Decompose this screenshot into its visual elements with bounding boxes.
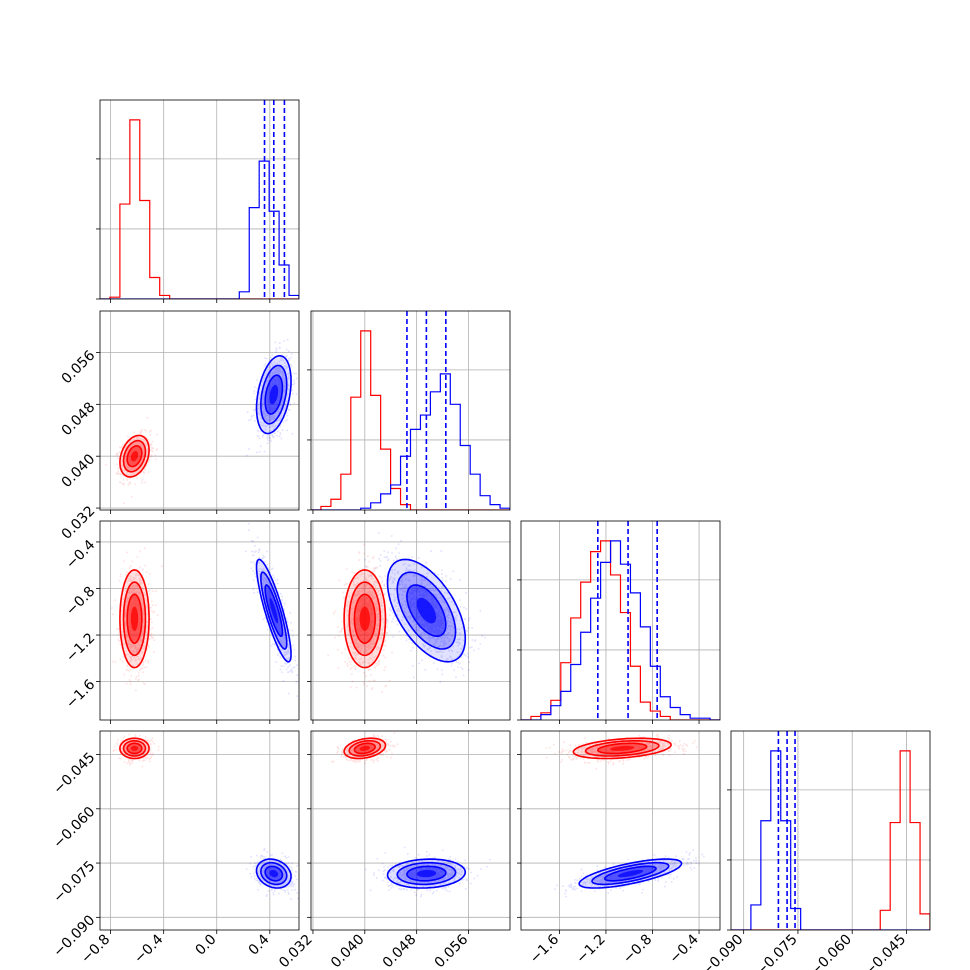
grid-lines <box>100 521 299 720</box>
grid-lines <box>521 521 720 720</box>
panel-content <box>111 522 298 697</box>
contour-blue <box>264 865 284 882</box>
contour-blue <box>406 865 447 882</box>
contour-red <box>119 434 150 478</box>
histogram-red <box>100 119 299 299</box>
contour-red <box>584 740 660 757</box>
density-fill-red <box>130 745 139 751</box>
panel-0-0 <box>96 99 300 303</box>
grid-lines <box>311 731 510 930</box>
contour-red <box>343 737 387 760</box>
contour-red <box>126 593 143 645</box>
contour-red <box>596 742 648 755</box>
contour-blue <box>260 861 288 886</box>
density-fill-blue <box>269 384 279 405</box>
contour-red <box>353 593 377 645</box>
histogram-blue <box>311 373 510 510</box>
panel-1-1 <box>307 310 511 514</box>
contour-blue <box>386 858 467 889</box>
contour-blue <box>264 584 284 637</box>
panel-content <box>545 733 705 898</box>
panel-frame <box>520 520 721 721</box>
contour-red <box>122 740 147 757</box>
density-fill-red <box>130 451 139 462</box>
grid-lines <box>521 731 720 930</box>
panel-frame <box>99 520 300 721</box>
contour-red <box>119 569 150 669</box>
histogram-red <box>311 330 510 510</box>
panel-content <box>327 532 486 693</box>
histogram-blue <box>100 160 299 299</box>
contour-red <box>126 742 143 755</box>
contour-red <box>343 569 387 669</box>
contour-red <box>353 742 377 755</box>
panel-frame <box>99 310 300 511</box>
contour-blue <box>386 558 467 663</box>
contour-red <box>572 737 672 760</box>
panel-content <box>521 521 720 720</box>
contour-red <box>348 740 382 757</box>
contour-blue <box>255 558 292 663</box>
contour-blue <box>396 571 457 650</box>
panel-frame <box>730 730 931 931</box>
density-fill-blue <box>617 869 644 878</box>
contour-blue <box>255 858 292 889</box>
panel-frame <box>99 99 300 300</box>
scatter-points-red <box>545 733 698 770</box>
grid-lines <box>100 311 299 510</box>
contour-blue <box>255 355 292 435</box>
panel-frame <box>310 310 511 511</box>
panel-content <box>105 339 299 505</box>
contour-red <box>122 581 147 657</box>
density-fill-blue <box>269 869 279 878</box>
contour-blue <box>578 858 683 889</box>
density-fill-red <box>610 745 635 751</box>
panel-frame <box>310 730 511 931</box>
density-fill-blue <box>269 597 279 624</box>
panel-content <box>331 732 491 898</box>
contour-blue <box>603 865 657 882</box>
panel-frame <box>99 730 300 931</box>
density-fill-red <box>359 606 370 631</box>
panel-2-2 <box>517 520 721 724</box>
contour-red <box>348 581 382 657</box>
grid-lines <box>731 731 930 930</box>
histogram-blue <box>521 540 720 720</box>
contour-red <box>119 737 150 760</box>
histogram-red <box>731 750 930 930</box>
scatter-points-blue <box>364 532 486 683</box>
contour-red <box>122 439 147 473</box>
contour-blue <box>406 584 447 638</box>
scatter-red <box>545 733 698 770</box>
density-fill-blue <box>416 597 437 624</box>
contour-blue <box>260 364 288 425</box>
contour-blue <box>396 861 457 886</box>
panel-frame <box>520 730 721 931</box>
histogram-blue <box>731 750 930 930</box>
contour-blue <box>264 374 284 415</box>
panel-content <box>112 733 299 900</box>
panel-2-1 <box>307 520 511 724</box>
scatter-blue <box>364 532 486 683</box>
grid-lines <box>100 100 299 299</box>
density-fill-red <box>130 606 139 631</box>
contour-blue <box>260 571 288 650</box>
panel-content <box>100 100 299 299</box>
density-fill-blue <box>416 869 437 878</box>
panel-content <box>731 731 930 930</box>
panel-frame <box>310 520 511 721</box>
contour-blue <box>591 861 670 886</box>
contour-red <box>126 444 143 468</box>
panel-content <box>311 311 510 510</box>
density-fill-red <box>359 745 370 751</box>
